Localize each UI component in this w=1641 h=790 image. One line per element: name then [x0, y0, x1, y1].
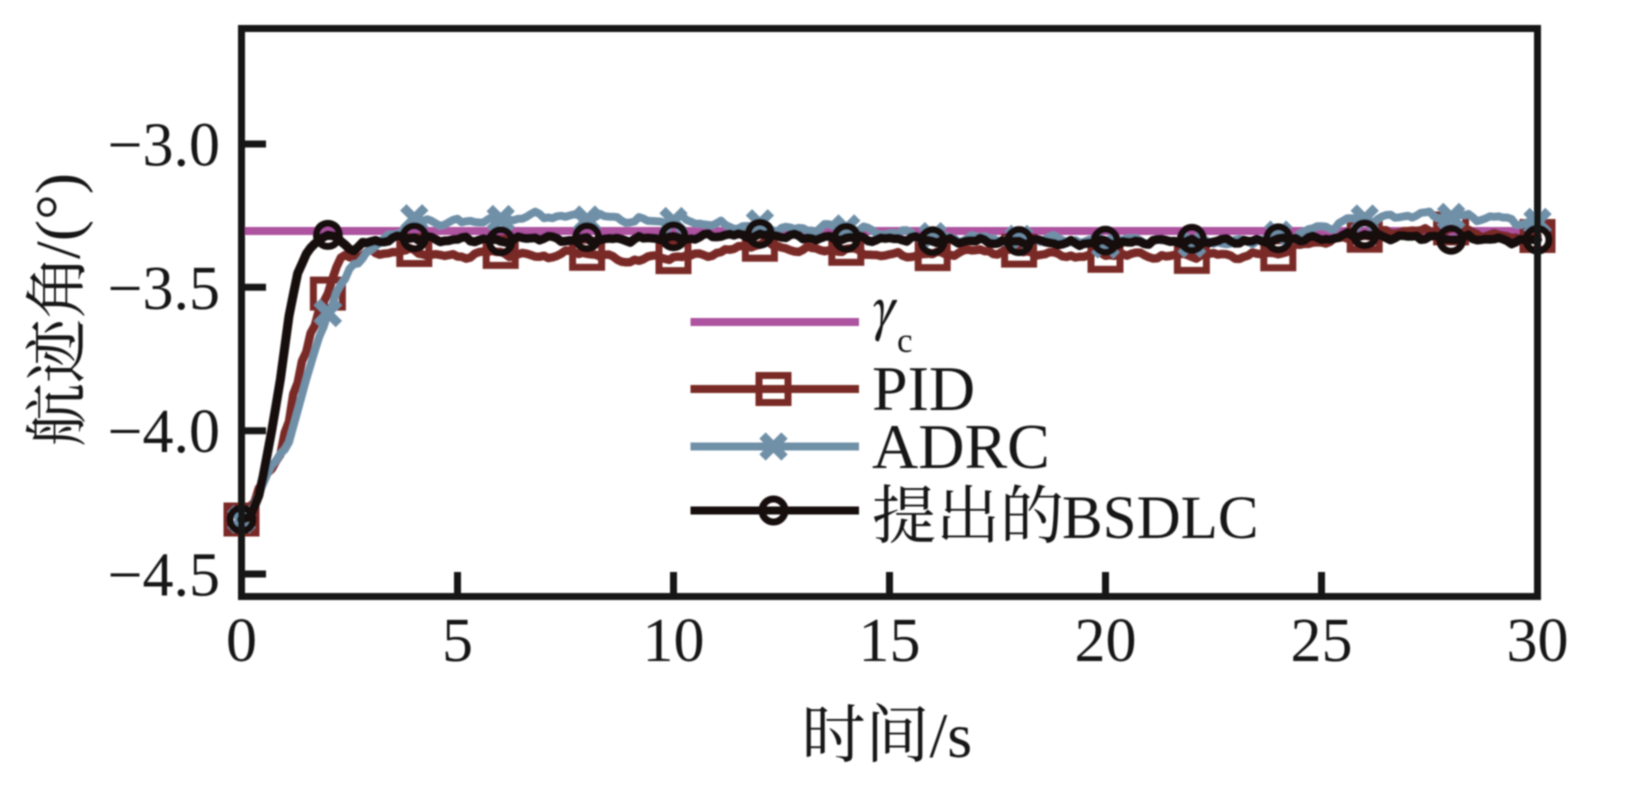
svg-text:10: 10	[643, 607, 705, 675]
svg-text:0: 0	[226, 607, 257, 675]
svg-text:ADRC: ADRC	[872, 411, 1050, 482]
svg-text:−4.5: −4.5	[108, 542, 220, 610]
svg-text:5: 5	[442, 607, 473, 675]
svg-text:20: 20	[1075, 607, 1137, 675]
svg-text:BSDLC: BSDLC	[1062, 485, 1259, 552]
svg-text:PID: PID	[872, 353, 975, 424]
svg-text:−4.0: −4.0	[108, 398, 220, 466]
svg-text:−3.5: −3.5	[108, 255, 220, 323]
svg-text:25: 25	[1291, 607, 1353, 675]
svg-text:c: c	[897, 321, 913, 360]
svg-text:/s: /s	[930, 700, 973, 771]
svg-text:15: 15	[859, 607, 921, 675]
svg-text:30: 30	[1507, 607, 1569, 675]
svg-text:−3.0: −3.0	[108, 112, 220, 180]
svg-text:/(°): /(°)	[23, 173, 94, 259]
